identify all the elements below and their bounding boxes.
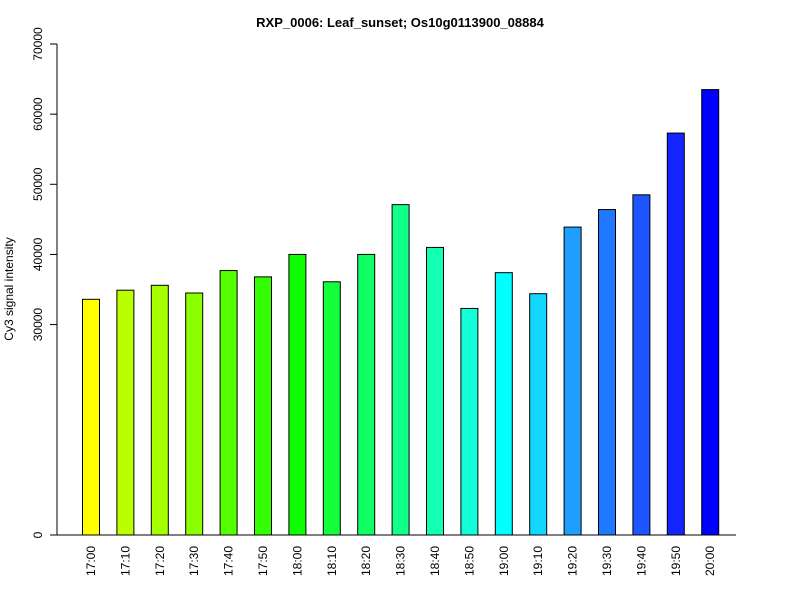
bar-1740: [219, 270, 238, 536]
bar-1710: [116, 289, 135, 536]
x-tick-label: 17:20: [153, 546, 167, 576]
x-tick-label: 18:00: [290, 546, 304, 576]
x-tick-label: 19:30: [600, 546, 614, 576]
y-tick-label: 50000: [31, 167, 45, 201]
x-tick-label: 17:50: [256, 546, 270, 576]
y-tick-label: 70000: [31, 27, 45, 61]
bar-1950: [666, 132, 685, 536]
y-tick-label: 0: [31, 531, 45, 538]
bar-1850: [460, 307, 479, 536]
x-tick-label: 18:30: [394, 546, 408, 576]
bar-1900: [494, 272, 513, 536]
bar-2000: [701, 89, 720, 536]
x-tick-label: 19:40: [634, 546, 648, 576]
x-tick-label: 18:10: [325, 546, 339, 576]
x-tick-label: 17:00: [84, 546, 98, 576]
chart-title: RXP_0006: Leaf_sunset; Os10g0113900_0888…: [256, 15, 544, 30]
bar-1920: [563, 226, 582, 536]
x-tick-label: 19:50: [669, 546, 683, 576]
x-tick-label: 19:10: [531, 546, 545, 576]
bar-1700: [82, 298, 100, 536]
bar-1910: [529, 293, 548, 536]
x-tick-label: 19:00: [497, 546, 511, 576]
bar-1750: [254, 276, 272, 536]
bars: [82, 89, 720, 536]
bar-1840: [426, 246, 444, 536]
x-tick-label: 17:30: [187, 546, 201, 576]
bar-1730: [185, 292, 204, 536]
bar-1940: [632, 194, 651, 536]
x-tick-label: 20:00: [703, 546, 717, 576]
x-axis-tick-labels: 17:00 17:10 17:20 17:30 17:40 17:50 18:00 18:10…: [84, 546, 717, 576]
bar-1830: [391, 204, 410, 536]
x-tick-label: 18:50: [462, 546, 476, 576]
x-tick-label: 17:10: [118, 546, 132, 576]
bar-1800: [288, 253, 307, 536]
x-tick-label: 18:20: [359, 546, 373, 576]
x-tick-label: 17:40: [222, 546, 236, 576]
bar-1820: [357, 253, 376, 536]
y-axis-ticks: 0 30000 40000 50000 60000 70000: [31, 27, 57, 538]
bar-1810: [322, 281, 341, 536]
bar-1930: [598, 209, 616, 536]
bar-1720: [150, 284, 169, 536]
x-tick-label: 19:20: [566, 546, 580, 576]
x-tick-label: 18:40: [428, 546, 442, 576]
y-tick-label: 60000: [31, 97, 45, 131]
y-tick-label: 40000: [31, 237, 45, 271]
y-axis-label: Cy3 signal intensity: [2, 237, 16, 340]
y-tick-label: 30000: [31, 308, 45, 342]
